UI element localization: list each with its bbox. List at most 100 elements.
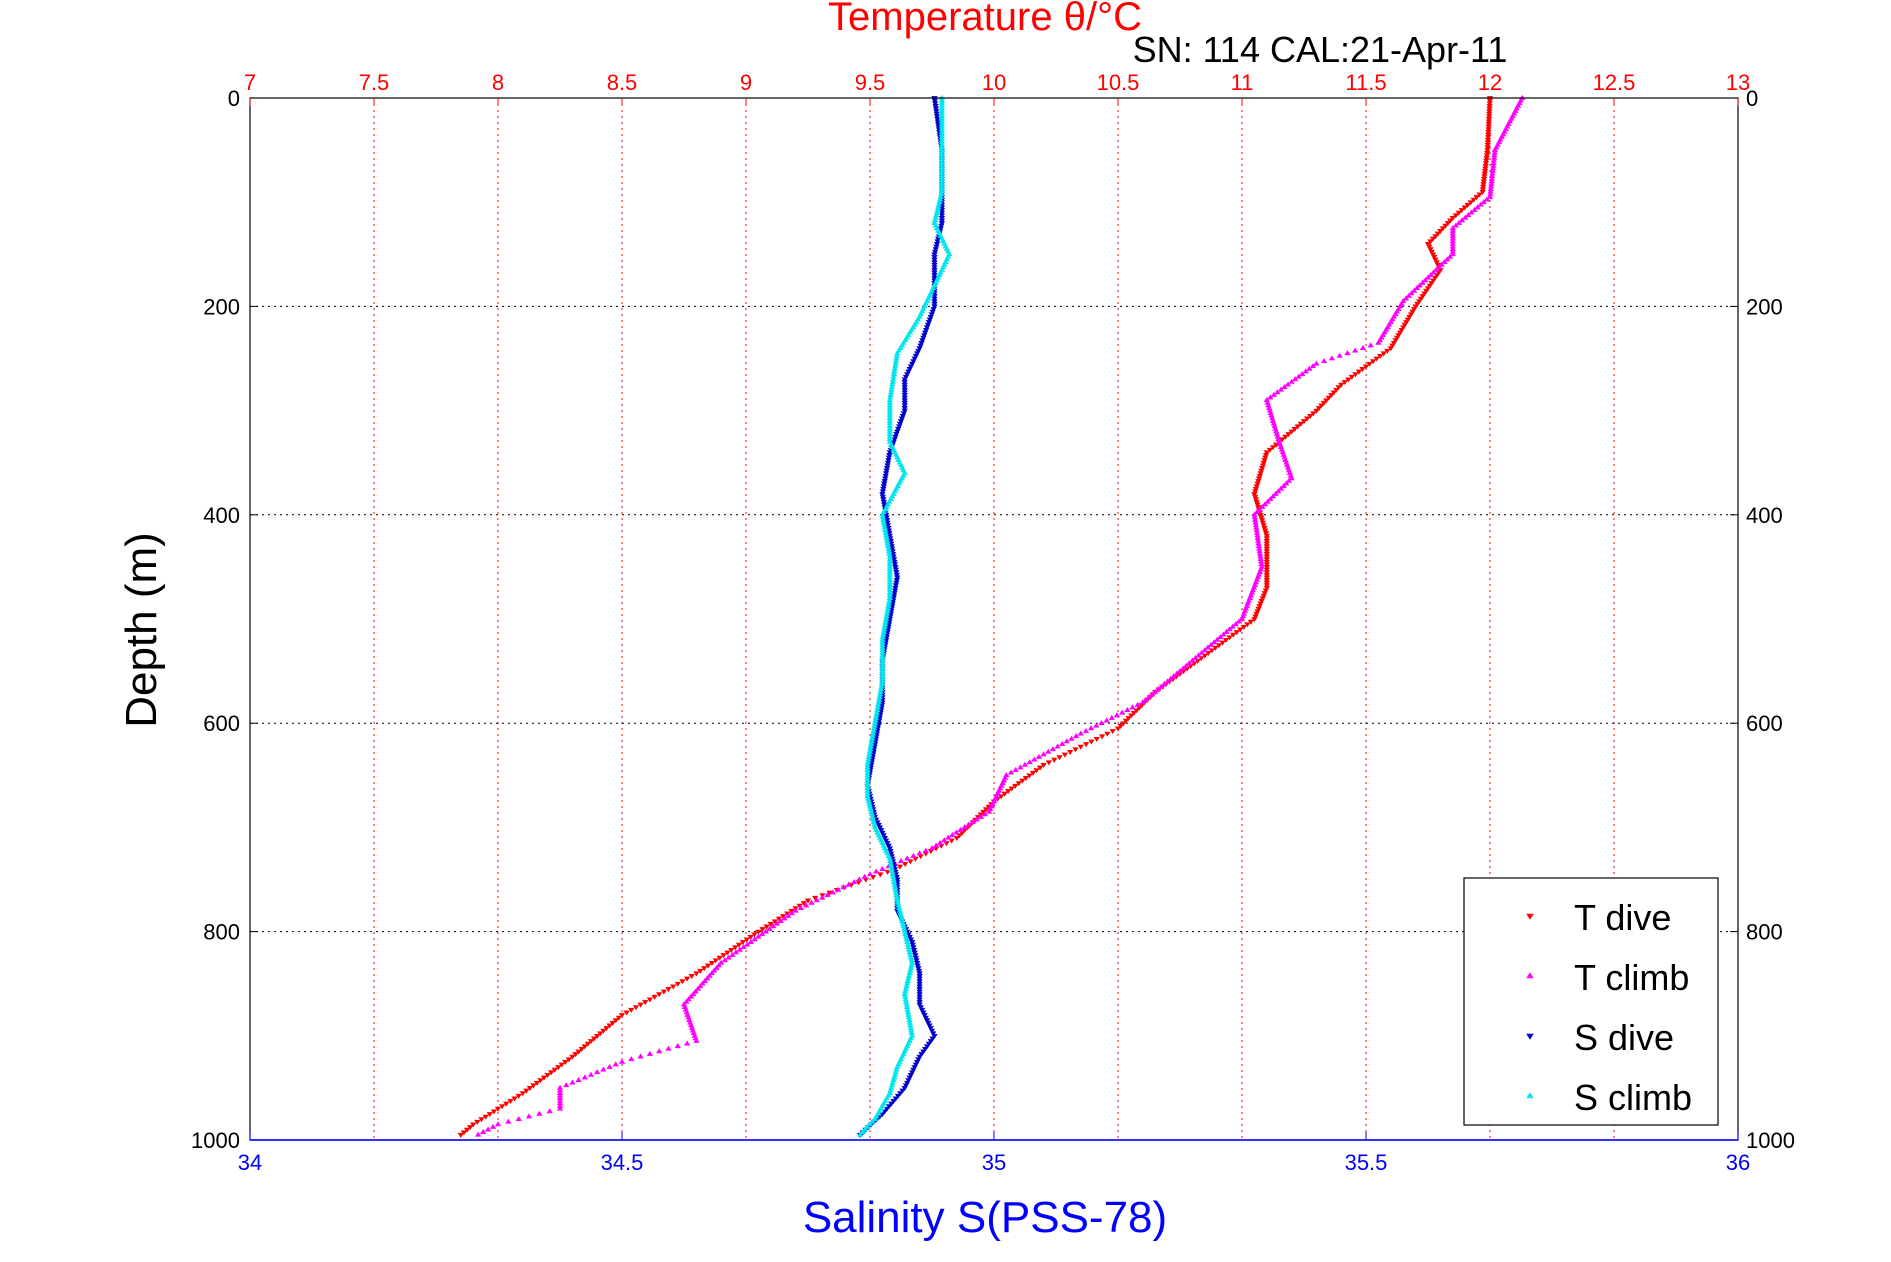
series-t-climb — [475, 94, 1526, 1137]
data-point — [1229, 623, 1236, 629]
data-point — [1022, 776, 1030, 782]
data-point — [1201, 647, 1208, 653]
data-point — [904, 372, 911, 378]
right-y-tick-label: 200 — [1746, 294, 1783, 319]
data-point — [866, 871, 874, 877]
data-point — [874, 729, 881, 735]
data-point — [1267, 496, 1274, 502]
top-x-tick-label: 7.5 — [359, 70, 390, 95]
data-point — [536, 1110, 543, 1116]
data-point — [665, 987, 672, 993]
data-point — [1279, 437, 1286, 443]
data-point — [594, 1069, 601, 1075]
data-point — [683, 976, 691, 982]
data-point — [1259, 518, 1266, 524]
data-point — [884, 630, 891, 636]
data-point — [1313, 408, 1320, 414]
data-point — [890, 554, 897, 560]
data-point — [1005, 789, 1012, 795]
data-point — [1398, 327, 1405, 334]
data-point — [600, 1066, 607, 1072]
data-point — [1288, 378, 1295, 384]
data-point — [927, 314, 934, 320]
data-point — [713, 964, 720, 970]
data-point — [1262, 528, 1269, 534]
data-point — [1036, 765, 1044, 771]
data-point — [637, 1002, 644, 1008]
data-point — [888, 544, 895, 550]
data-point — [1017, 764, 1024, 770]
data-point — [1484, 145, 1491, 151]
data-point — [674, 1043, 681, 1049]
bottom-x-tick-label: 36 — [1726, 1150, 1750, 1175]
data-point — [743, 937, 750, 943]
data-point — [1407, 312, 1415, 318]
data-point — [871, 744, 878, 750]
data-point — [747, 938, 755, 944]
data-point — [881, 1109, 888, 1115]
data-point — [475, 1131, 482, 1137]
data-point — [879, 489, 887, 495]
data-point — [889, 546, 896, 552]
data-point — [912, 1062, 920, 1068]
data-point — [886, 619, 893, 625]
data-point — [1077, 730, 1084, 736]
data-point — [901, 382, 908, 388]
data-point — [938, 213, 946, 219]
data-point — [1068, 735, 1075, 741]
data-point — [632, 1005, 640, 1011]
data-point — [771, 919, 779, 925]
data-point — [1108, 714, 1115, 720]
data-point — [931, 98, 938, 104]
data-point — [600, 1028, 607, 1034]
data-point — [1345, 377, 1352, 383]
data-point — [904, 1080, 911, 1086]
data-point — [1309, 363, 1317, 369]
data-point — [1252, 614, 1259, 620]
data-point — [1483, 196, 1491, 202]
data-point — [1257, 471, 1264, 477]
data-point — [901, 393, 908, 399]
data-point — [1415, 299, 1423, 305]
data-point — [1255, 479, 1262, 485]
data-point — [563, 1082, 570, 1088]
data-point — [933, 242, 941, 248]
data-point — [1424, 286, 1432, 292]
top-x-tick-label: 12.5 — [1593, 70, 1636, 95]
data-point — [478, 1117, 485, 1123]
data-point — [882, 473, 889, 479]
data-point — [1259, 520, 1267, 526]
data-point — [612, 1018, 619, 1024]
data-point — [1263, 541, 1270, 547]
data-point — [916, 997, 923, 1003]
data-point — [888, 609, 895, 615]
data-point — [1462, 214, 1469, 220]
data-point — [889, 552, 897, 558]
legend-marker — [1526, 913, 1534, 920]
data-point — [1001, 791, 1008, 797]
data-point — [1073, 733, 1080, 739]
data-point — [819, 894, 826, 900]
data-point — [886, 533, 893, 539]
data-point — [931, 301, 938, 307]
data-point — [1259, 463, 1267, 469]
data-point — [706, 972, 713, 978]
data-point — [606, 1023, 613, 1029]
data-point — [1323, 398, 1330, 404]
data-point — [917, 343, 924, 349]
data-point — [1263, 450, 1270, 456]
data-point — [920, 1010, 927, 1016]
data-point — [1412, 304, 1419, 310]
data-point — [1315, 406, 1323, 412]
data-point — [883, 632, 891, 638]
data-point — [1277, 386, 1285, 392]
data-point — [1040, 763, 1047, 769]
data-point — [1229, 632, 1237, 638]
data-point — [859, 1129, 866, 1135]
data-point — [910, 945, 917, 951]
data-point — [883, 466, 891, 472]
data-point — [931, 265, 938, 271]
legend-marker — [1526, 972, 1534, 979]
top-x-tick-label: 13 — [1726, 70, 1750, 95]
